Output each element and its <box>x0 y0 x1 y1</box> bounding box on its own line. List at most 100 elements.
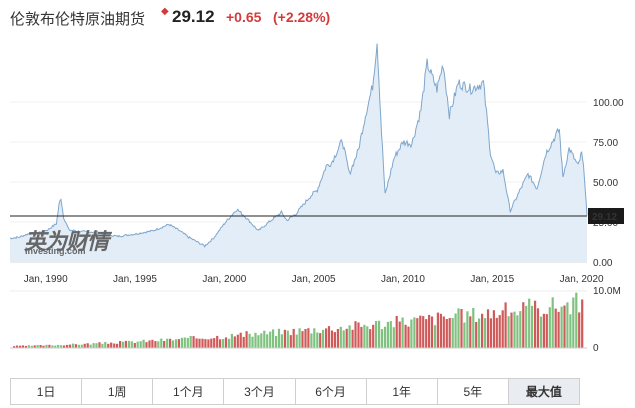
volume-bar <box>445 319 448 348</box>
volume-bar <box>160 338 163 348</box>
volume-bar <box>277 328 281 348</box>
volume-bar <box>313 328 316 348</box>
volume-bar <box>169 338 172 348</box>
volume-bar <box>486 309 490 348</box>
volume-bar <box>180 337 183 348</box>
volume-bar <box>148 340 151 348</box>
volume-bar <box>572 297 575 348</box>
volume-bar <box>569 314 572 348</box>
volume-bar <box>310 333 313 348</box>
volume-bar <box>54 345 57 348</box>
volume-bar <box>260 333 263 348</box>
logo-en-text: Investing.com <box>25 246 86 256</box>
volume-bar <box>101 343 104 348</box>
volume-bar <box>33 345 36 348</box>
volume-bar <box>15 345 19 348</box>
volume-bar <box>516 315 519 348</box>
range-button-7[interactable]: 最大值 <box>508 379 579 404</box>
volume-bar <box>481 313 484 348</box>
volume-bar <box>451 318 454 348</box>
volume-bar <box>460 309 463 348</box>
volume-bar <box>413 317 416 348</box>
volume-bar <box>245 331 248 348</box>
volume-bar <box>66 344 69 348</box>
volume-bar <box>539 316 543 348</box>
volume-bar <box>127 340 130 348</box>
volume-bar <box>319 333 322 348</box>
volume-bar <box>89 344 92 348</box>
range-button-2[interactable]: 1个月 <box>153 379 225 404</box>
volume-bar <box>563 305 566 348</box>
volume-bar <box>39 345 42 348</box>
quote-header: 伦敦布伦特原油期货 ◆ 29.12 +0.65 (+2.28%) <box>0 0 635 34</box>
volume-bar <box>416 318 419 348</box>
volume-bar <box>275 336 278 348</box>
volume-bar <box>325 328 328 348</box>
volume-bar <box>269 331 272 348</box>
volume-bar <box>457 308 460 348</box>
volume-bar <box>21 345 24 348</box>
range-button-4[interactable]: 6个月 <box>295 379 367 404</box>
volume-bar <box>242 336 245 348</box>
volume-bar <box>548 307 551 348</box>
volume-bar <box>266 334 269 348</box>
volume-bar <box>110 342 113 348</box>
volume-bar <box>469 316 472 348</box>
volume-bar <box>30 345 33 348</box>
volume-bar <box>333 332 336 348</box>
volume-bar <box>322 329 325 348</box>
volume-bar <box>542 313 545 348</box>
volume-bar <box>498 315 501 348</box>
volume-bar <box>36 345 39 348</box>
volume-bar <box>60 345 63 348</box>
volume-bar <box>489 318 492 348</box>
volume-bar <box>24 345 27 348</box>
instrument-title: 伦敦布伦特原油期货 <box>10 11 146 28</box>
volume-bar <box>545 314 548 348</box>
volume-bar <box>478 318 481 348</box>
price-area <box>10 43 587 262</box>
volume-bar <box>45 344 48 348</box>
volume-bar <box>510 312 513 348</box>
range-button-6[interactable]: 5年 <box>437 379 509 404</box>
volume-bar <box>354 321 357 348</box>
volume-bar <box>439 313 442 348</box>
volume-bar <box>233 336 236 348</box>
volume-bar <box>395 316 398 348</box>
volume-bar <box>507 316 510 348</box>
volume-bar <box>68 344 72 348</box>
volume-bar <box>227 338 231 348</box>
volume-bar <box>292 328 295 348</box>
volume-bar <box>157 341 160 348</box>
range-button-1[interactable]: 1周 <box>82 379 154 404</box>
volume-bar <box>380 329 384 348</box>
volume-bar <box>139 341 142 348</box>
volume-bar <box>63 345 66 348</box>
volume-bar <box>301 331 304 348</box>
volume-bar <box>192 336 195 348</box>
volume-bar <box>27 345 30 348</box>
volume-bar <box>475 322 478 348</box>
volume-bar <box>151 339 154 348</box>
range-button-0[interactable]: 1日 <box>11 379 83 404</box>
volume-bar <box>280 334 283 348</box>
volume-bar <box>210 338 213 348</box>
volume-bar <box>95 343 98 348</box>
volume-bar <box>289 335 292 348</box>
volume-bar <box>386 321 389 348</box>
volume-bar <box>248 333 251 348</box>
volume-bar <box>566 302 569 348</box>
range-button-5[interactable]: 1年 <box>366 379 438 404</box>
volume-bar <box>171 340 175 348</box>
volume-bar <box>130 341 133 348</box>
range-button-3[interactable]: 3个月 <box>224 379 296 404</box>
volume-bar <box>219 339 222 348</box>
volume-bar <box>345 328 348 348</box>
volume-bar <box>528 298 531 348</box>
volume-bar <box>554 308 557 348</box>
volume-tick-max: 10.0M <box>593 286 621 297</box>
volume-bar <box>375 321 378 348</box>
volume-bar <box>448 318 451 348</box>
volume-bar <box>389 321 392 348</box>
